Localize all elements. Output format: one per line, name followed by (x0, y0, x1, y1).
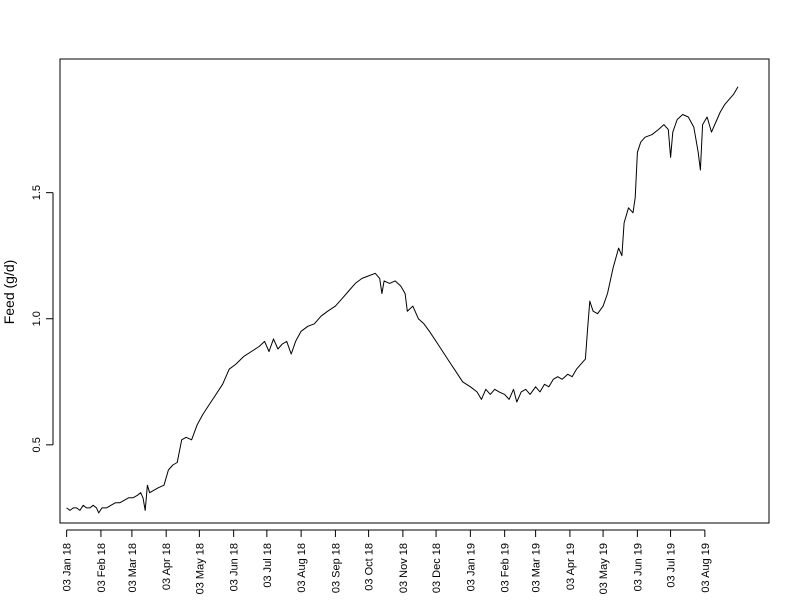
x-tick-label: 03 Feb 19 (500, 543, 512, 593)
x-tick-label: 03 Jul 18 (262, 543, 274, 588)
x-tick-label: 03 Jan 18 (62, 543, 74, 591)
y-axis: 0.5 1.0 1.5 (31, 185, 54, 452)
y-tick-label: 1.5 (31, 185, 43, 200)
x-tick-label: 03 Sep 18 (330, 543, 342, 593)
x-tick-label: 03 Apr 19 (565, 543, 577, 590)
y-tick-label: 0.5 (31, 437, 43, 452)
x-tick-label: 03 Aug 19 (700, 543, 712, 593)
x-tick-label: 03 Mar 18 (127, 543, 139, 593)
x-tick-label: 03 Apr 18 (161, 543, 173, 590)
y-tick-label: 1.0 (31, 311, 43, 326)
x-tick-label: 03 May 18 (194, 543, 206, 594)
series-layer (66, 86, 739, 514)
plot-frame (59, 58, 770, 524)
y-axis-title: Feed (g/d) (1, 260, 17, 325)
series-line (66, 86, 739, 514)
x-tick-label: 03 Jun 18 (229, 543, 241, 591)
x-tick-label: 03 Dec 18 (431, 543, 443, 593)
x-tick-label: 03 Mar 19 (531, 543, 543, 593)
x-axis: 03 Jan 18 03 Feb 18 03 Mar 18 03 Apr 18 03 M… (62, 529, 712, 594)
x-tick-label: 03 Jul 19 (666, 543, 678, 588)
x-tick-label: 03 May 19 (598, 543, 610, 594)
x-tick-label: 03 Nov 18 (398, 543, 410, 593)
x-tick-label: 03 Jan 19 (465, 543, 477, 591)
x-tick-label: 03 Feb 18 (96, 543, 108, 593)
x-tick-label: 03 Jun 19 (632, 543, 644, 591)
x-tick-label: 03 Aug 18 (296, 543, 308, 593)
x-tick-label: 03 Oct 18 (364, 543, 376, 591)
